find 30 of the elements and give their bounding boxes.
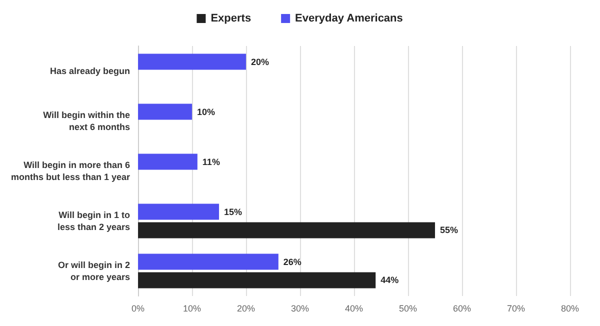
y-tick-label: Will begin in more than 6 months but less than 1 year bbox=[11, 160, 131, 182]
data-label: 55% bbox=[440, 225, 458, 236]
x-tick-label: 60% bbox=[453, 304, 472, 314]
bar bbox=[138, 154, 198, 170]
bar bbox=[138, 254, 278, 270]
data-label: 11% bbox=[202, 156, 220, 167]
x-tick-label: 70% bbox=[506, 304, 526, 314]
legend-label: Everyday Americans bbox=[295, 12, 403, 24]
x-tick-label: 0% bbox=[132, 304, 145, 314]
y-tick-label: Has already begun bbox=[50, 66, 130, 76]
data-label: 44% bbox=[380, 275, 399, 286]
bar bbox=[138, 104, 192, 120]
x-tick-label: 80% bbox=[560, 304, 580, 314]
x-tick-label: 10% bbox=[183, 304, 202, 314]
data-label: 26% bbox=[283, 256, 302, 267]
legend-label: Experts bbox=[210, 12, 252, 24]
x-tick-label: 20% bbox=[237, 304, 256, 314]
x-tick-label: 50% bbox=[399, 304, 418, 314]
y-tick-label: Will begin within the next 6 months bbox=[43, 110, 130, 132]
bar bbox=[138, 54, 246, 70]
data-label: 15% bbox=[224, 206, 242, 217]
bar bbox=[138, 204, 220, 220]
y-tick-label: Or will begin in 2 or more years bbox=[58, 260, 130, 282]
x-tick-label: 40% bbox=[345, 304, 364, 314]
y-tick-label: Will begin in 1 to less than 2 years bbox=[57, 210, 131, 232]
data-label: 20% bbox=[251, 56, 270, 67]
bar bbox=[138, 272, 376, 288]
x-tick-label: 30% bbox=[291, 304, 310, 314]
data-label: 10% bbox=[197, 106, 216, 117]
bar bbox=[138, 222, 436, 238]
